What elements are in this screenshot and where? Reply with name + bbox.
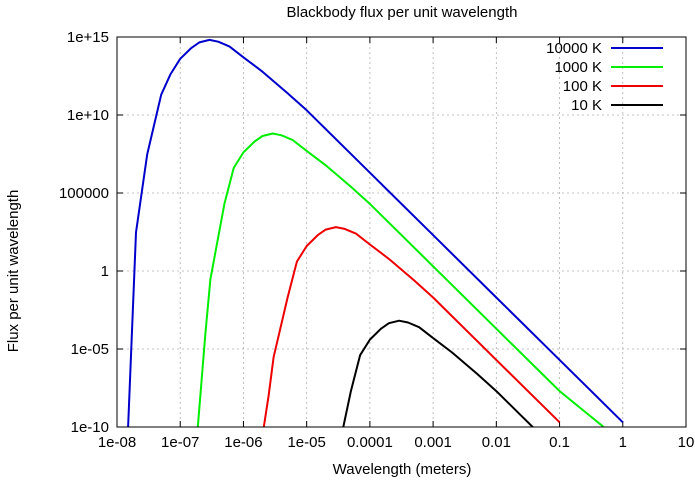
y-tick-label: 1e+10 xyxy=(67,107,109,124)
plot-frame xyxy=(116,36,687,428)
x-axis-title: Wavelength (meters) xyxy=(333,461,472,478)
series-line xyxy=(342,319,535,427)
x-tick-labels: 1e-08 1e-07 1e-06 1e-05 0.0001 0.001 0.01 0.1 1 1… xyxy=(98,434,695,451)
y-tick-label: 1e-10 xyxy=(71,419,109,436)
series-line xyxy=(262,226,561,427)
legend-label: 1000 K xyxy=(554,59,602,76)
x-tick-label: 10 xyxy=(678,434,695,451)
legend: 10000 K 1000 K 100 K 10 K xyxy=(546,40,663,114)
y-tick-labels: 1e-10 1e-05 1 100000 1e+10 1e+15 xyxy=(59,29,109,436)
x-tick-label: 1e-08 xyxy=(98,434,136,451)
y-tick-label: 1e+15 xyxy=(67,29,109,46)
legend-label: 10000 K xyxy=(546,40,602,57)
series-group xyxy=(127,38,624,427)
y-tick-label: 1 xyxy=(101,263,109,280)
x-tick-label: 1e-06 xyxy=(224,434,262,451)
series-line xyxy=(196,132,605,427)
x-tick-label: 1 xyxy=(619,434,627,451)
legend-label: 10 K xyxy=(571,97,602,114)
chart-title: Blackbody flux per unit wavelength xyxy=(287,4,518,21)
series-line xyxy=(127,38,624,427)
x-tick-label: 0.1 xyxy=(549,434,570,451)
x-tick-label: 1e-05 xyxy=(287,434,325,451)
y-axis-title: Flux per unit wavelength xyxy=(5,190,22,353)
x-tick-label: 0.0001 xyxy=(347,434,393,451)
grid xyxy=(117,37,686,427)
y-tick-label: 100000 xyxy=(59,185,109,202)
x-tick-label: 0.001 xyxy=(414,434,452,451)
x-tick-label: 1e-07 xyxy=(161,434,199,451)
legend-label: 100 K xyxy=(563,78,602,95)
x-tick-label: 0.01 xyxy=(482,434,511,451)
y-tick-label: 1e-05 xyxy=(71,341,109,358)
